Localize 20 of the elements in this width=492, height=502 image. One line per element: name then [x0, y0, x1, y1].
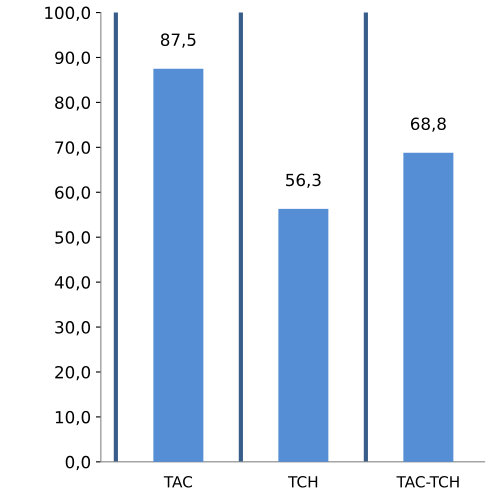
y-tick-label: 10,0 — [56, 410, 90, 426]
data-label: 87,5 — [160, 33, 196, 48]
y-tick-label: 50,0 — [55, 231, 90, 246]
x-tick-label: TAC-TCH — [396, 476, 459, 488]
bar — [153, 68, 204, 462]
bar — [278, 208, 328, 462]
y-tick-label: 70,0 — [55, 141, 90, 156]
x-tick-label: TCH — [288, 476, 318, 488]
y-tick-label: 0,0 — [66, 456, 90, 470]
y-tick-label: 100,0 — [45, 6, 90, 21]
y-tick-label: 20,0 — [55, 366, 90, 380]
bar — [403, 152, 454, 462]
y-tick-label: 40,0 — [54, 276, 90, 290]
y-tick-label: 90,0 — [55, 51, 90, 66]
x-tick-label: TAC — [164, 476, 192, 488]
y-tick-label: 80,0 — [55, 96, 90, 111]
y-tick-label: 30,0 — [55, 321, 90, 336]
data-label: 68,8 — [410, 117, 446, 132]
data-label: 56,3 — [286, 174, 321, 188]
y-tick-label: 60,0 — [55, 186, 90, 201]
